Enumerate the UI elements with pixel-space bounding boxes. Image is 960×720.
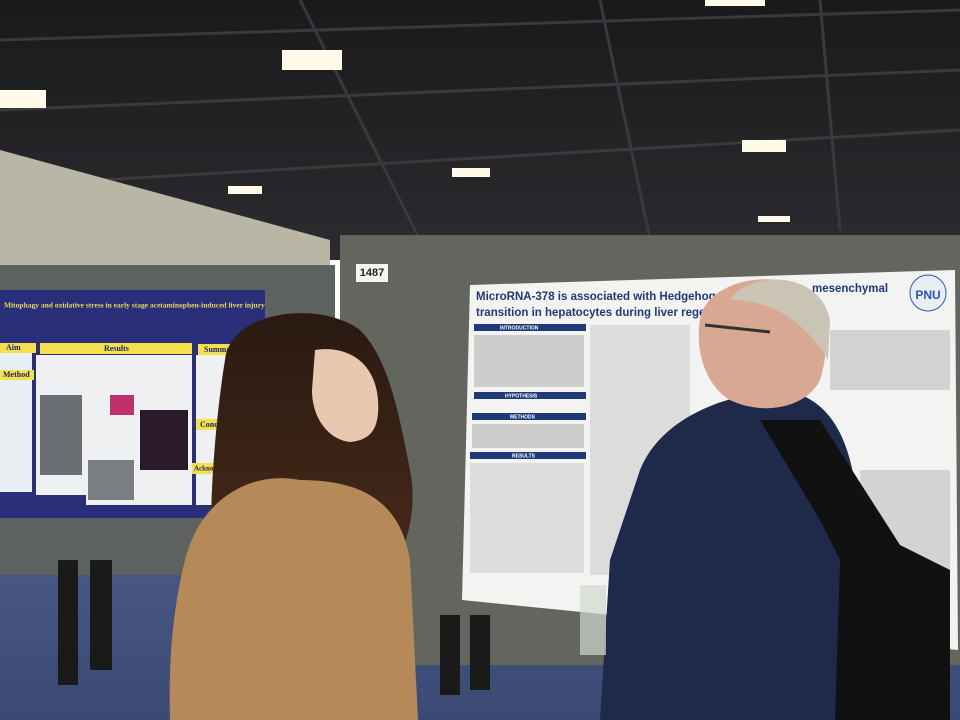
section-label: Aim (6, 343, 21, 352)
section-label: Summary (204, 345, 238, 354)
ceiling-lights (0, 0, 790, 222)
section-tab (198, 344, 256, 355)
glasses (704, 323, 771, 334)
right-poster-title: transition in hepatocytes during liver r… (476, 307, 751, 319)
section-label: RESULTS (512, 453, 536, 459)
section-bar (472, 413, 586, 420)
background-people (58, 560, 490, 695)
cup (580, 585, 606, 655)
section-tab (40, 343, 192, 354)
section-bar (474, 324, 586, 331)
woman-jacket (169, 478, 418, 720)
section-tab (0, 343, 36, 353)
right-poster-title: MicroRNA-378 is associated with Hedgehog… (476, 291, 787, 303)
board-number-card (356, 264, 388, 282)
bag (760, 420, 950, 720)
section-label: Method (3, 370, 30, 379)
section-bar (470, 452, 586, 459)
section-label: METHODS (510, 414, 536, 420)
right-poster-title: mesenchymal (812, 283, 888, 295)
logo (909, 274, 947, 312)
section-label: Results (104, 344, 129, 353)
ceiling-trusses (0, 0, 960, 241)
wall (0, 150, 330, 290)
section-label: HYPOTHESIS (505, 393, 538, 399)
man-hair (730, 279, 830, 360)
section-label: INTRODUCTION (500, 325, 539, 331)
section-bar (474, 392, 586, 399)
logo-text: PNU (915, 288, 940, 302)
left-poster-title: Mitophagy and oxidative stress in early … (4, 301, 265, 310)
board-number: 1487 (360, 267, 384, 279)
section-tab (0, 370, 34, 380)
woman-face (312, 349, 379, 442)
